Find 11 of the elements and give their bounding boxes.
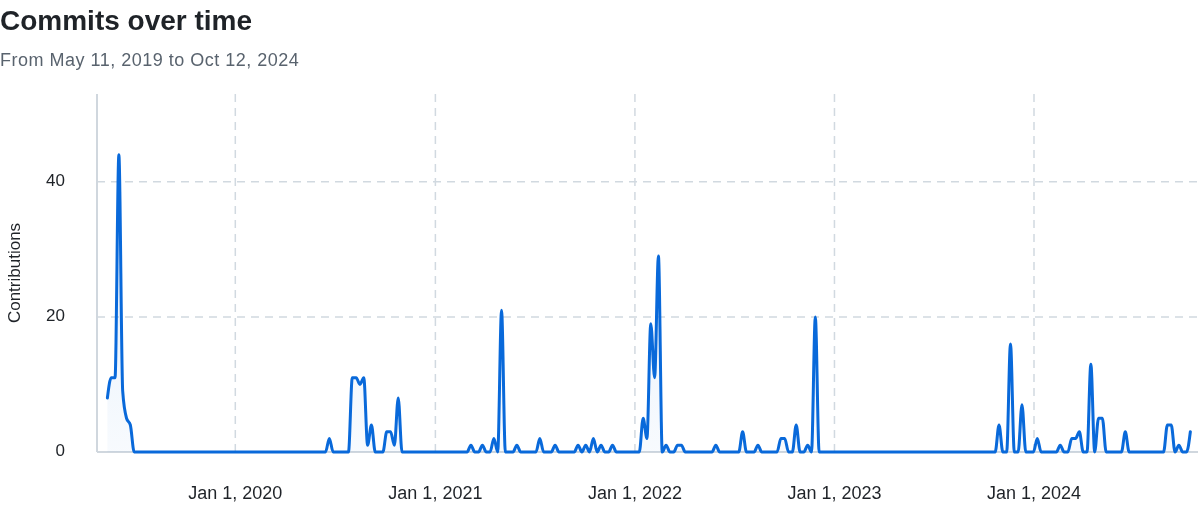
x-tick-label: Jan 1, 2023 xyxy=(787,482,882,503)
chart-title: Commits over time xyxy=(0,5,253,36)
x-tick-label: Jan 1, 2022 xyxy=(587,482,682,503)
y-tick-label: 20 xyxy=(46,306,65,326)
x-tick-label: Jan 1, 2021 xyxy=(388,482,483,503)
y-axis-title: Contributions xyxy=(5,222,25,324)
y-tick-label: 0 xyxy=(55,441,65,461)
chart-subtitle: From May 11, 2019 to Oct 12, 2024 xyxy=(0,50,300,70)
x-tick-label: Jan 1, 2020 xyxy=(188,482,283,503)
y-tick-label: 40 xyxy=(46,171,65,191)
x-tick-label: Jan 1, 2024 xyxy=(986,482,1082,503)
